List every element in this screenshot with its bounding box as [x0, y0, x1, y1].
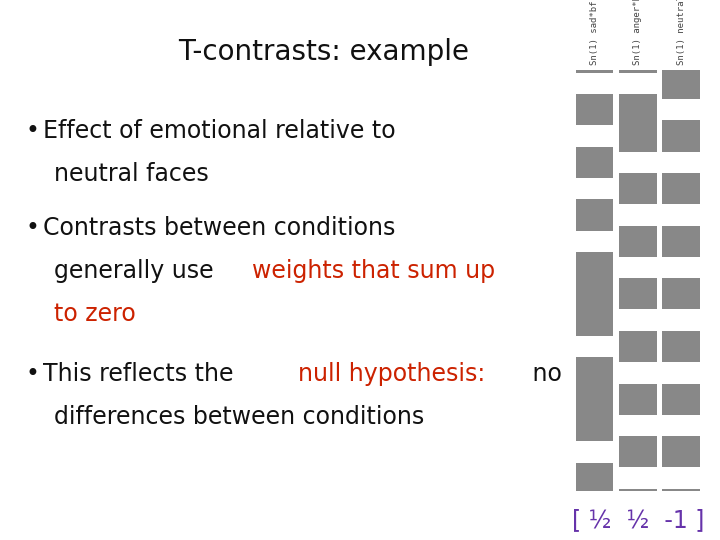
Bar — [662, 468, 700, 489]
Text: to zero: to zero — [54, 302, 136, 326]
Bar — [619, 362, 657, 384]
Bar — [576, 72, 613, 94]
Text: Contrasts between conditions: Contrasts between conditions — [43, 216, 395, 240]
Bar — [662, 362, 700, 384]
Bar — [619, 204, 657, 226]
Text: neutral faces: neutral faces — [54, 162, 209, 186]
Bar — [576, 441, 613, 463]
Text: This reflects the: This reflects the — [43, 362, 241, 386]
Text: •: • — [25, 119, 39, 143]
Bar — [662, 204, 700, 226]
Bar — [576, 231, 613, 252]
Text: T-contrasts: example: T-contrasts: example — [179, 38, 469, 66]
Bar — [662, 415, 700, 436]
Bar — [619, 257, 657, 279]
Text: •: • — [25, 216, 39, 240]
Bar — [619, 70, 657, 491]
Text: Sn(1) sad*bf(1): Sn(1) sad*bf(1) — [590, 0, 599, 65]
Text: generally use: generally use — [54, 259, 221, 283]
Text: weights that sum up: weights that sum up — [252, 259, 495, 283]
Text: differences between conditions: differences between conditions — [54, 405, 424, 429]
Bar — [576, 70, 613, 491]
Text: null hypothesis:: null hypothesis: — [298, 362, 485, 386]
Text: no: no — [525, 362, 562, 386]
Text: [ ½  ½  -1 ]: [ ½ ½ -1 ] — [572, 508, 704, 531]
Bar — [576, 178, 613, 199]
Bar — [576, 336, 613, 357]
Bar — [662, 309, 700, 331]
Text: Sn(1) neutral*bf(1): Sn(1) neutral*bf(1) — [677, 0, 685, 65]
Bar — [619, 152, 657, 173]
Text: Effect of emotional relative to: Effect of emotional relative to — [43, 119, 396, 143]
Bar — [619, 72, 657, 94]
Bar — [619, 415, 657, 436]
Bar — [662, 99, 700, 120]
Bar — [662, 70, 700, 491]
Bar — [619, 468, 657, 489]
Text: •: • — [25, 362, 39, 386]
Bar — [662, 257, 700, 279]
Text: Sn(1) anger*bf(1): Sn(1) anger*bf(1) — [634, 0, 642, 65]
Bar — [662, 152, 700, 173]
Bar — [619, 309, 657, 331]
Bar — [576, 125, 613, 147]
